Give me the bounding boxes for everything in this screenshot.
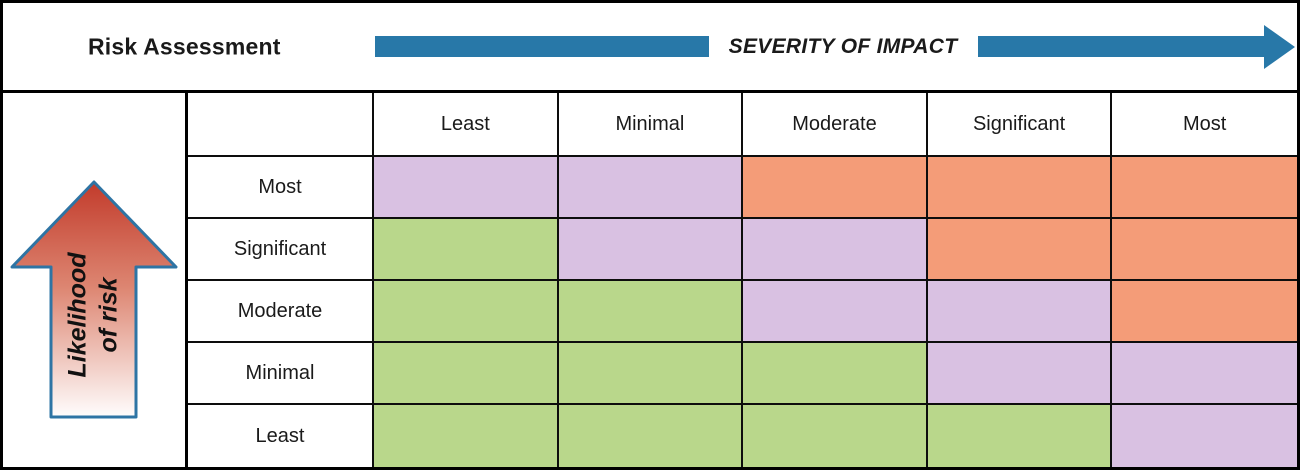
- likelihood-axis-label: Likelihood of risk: [63, 253, 124, 378]
- cell-moderate-significant: [927, 281, 1113, 343]
- row-header-most: Most: [188, 157, 374, 219]
- cell-least-moderate: [743, 405, 928, 467]
- column-header-minimal: Minimal: [558, 93, 744, 157]
- cell-minimal-significant: [927, 343, 1113, 405]
- likelihood-label-line1: Likelihood: [63, 252, 92, 378]
- column-header-significant: Significant: [927, 93, 1113, 157]
- likelihood-label-line2: of risk: [94, 277, 122, 353]
- banner: Risk Assessment SEVERITY OF IMPACT: [3, 3, 1297, 93]
- row-header-moderate: Moderate: [188, 281, 374, 343]
- row-header-minimal: Minimal: [188, 343, 374, 405]
- cell-moderate-most: [1112, 281, 1297, 343]
- severity-axis-arrow-shaft: [978, 36, 1264, 57]
- column-header-most: Most: [1112, 93, 1297, 157]
- up-arrow-icon: [10, 180, 178, 419]
- cell-significant-significant: [927, 219, 1113, 281]
- likelihood-axis: Likelihood of risk: [3, 93, 188, 467]
- cell-most-moderate: [743, 157, 928, 219]
- cell-most-most: [1112, 157, 1297, 219]
- column-header-least: Least: [374, 93, 559, 157]
- column-header-moderate: Moderate: [743, 93, 928, 157]
- cell-significant-moderate: [743, 219, 928, 281]
- row-header-least: Least: [188, 405, 374, 467]
- cell-minimal-minimal: [558, 343, 744, 405]
- right-arrow-icon: [1264, 25, 1295, 69]
- cell-moderate-moderate: [743, 281, 928, 343]
- cell-moderate-minimal: [558, 281, 744, 343]
- diagram-body: Likelihood of risk Least Minimal Moderate S…: [3, 93, 1297, 467]
- cell-least-significant: [927, 405, 1113, 467]
- corner-cell: [188, 93, 374, 157]
- cell-minimal-moderate: [743, 343, 928, 405]
- cell-most-least: [374, 157, 559, 219]
- diagram-title: Risk Assessment: [88, 33, 281, 59]
- cell-most-minimal: [558, 157, 744, 219]
- cell-least-most: [1112, 405, 1297, 467]
- cell-significant-minimal: [558, 219, 744, 281]
- risk-matrix: Least Minimal Moderate Significant Most Most S…: [188, 93, 1297, 467]
- row-header-significant: Significant: [188, 219, 374, 281]
- severity-axis-bar: [375, 36, 709, 57]
- cell-significant-most: [1112, 219, 1297, 281]
- cell-most-significant: [927, 157, 1113, 219]
- cell-least-least: [374, 405, 559, 467]
- severity-axis-label: SEVERITY OF IMPACT: [728, 34, 958, 58]
- cell-least-minimal: [558, 405, 744, 467]
- cell-minimal-most: [1112, 343, 1297, 405]
- cell-moderate-least: [374, 281, 559, 343]
- cell-significant-least: [374, 219, 559, 281]
- cell-minimal-least: [374, 343, 559, 405]
